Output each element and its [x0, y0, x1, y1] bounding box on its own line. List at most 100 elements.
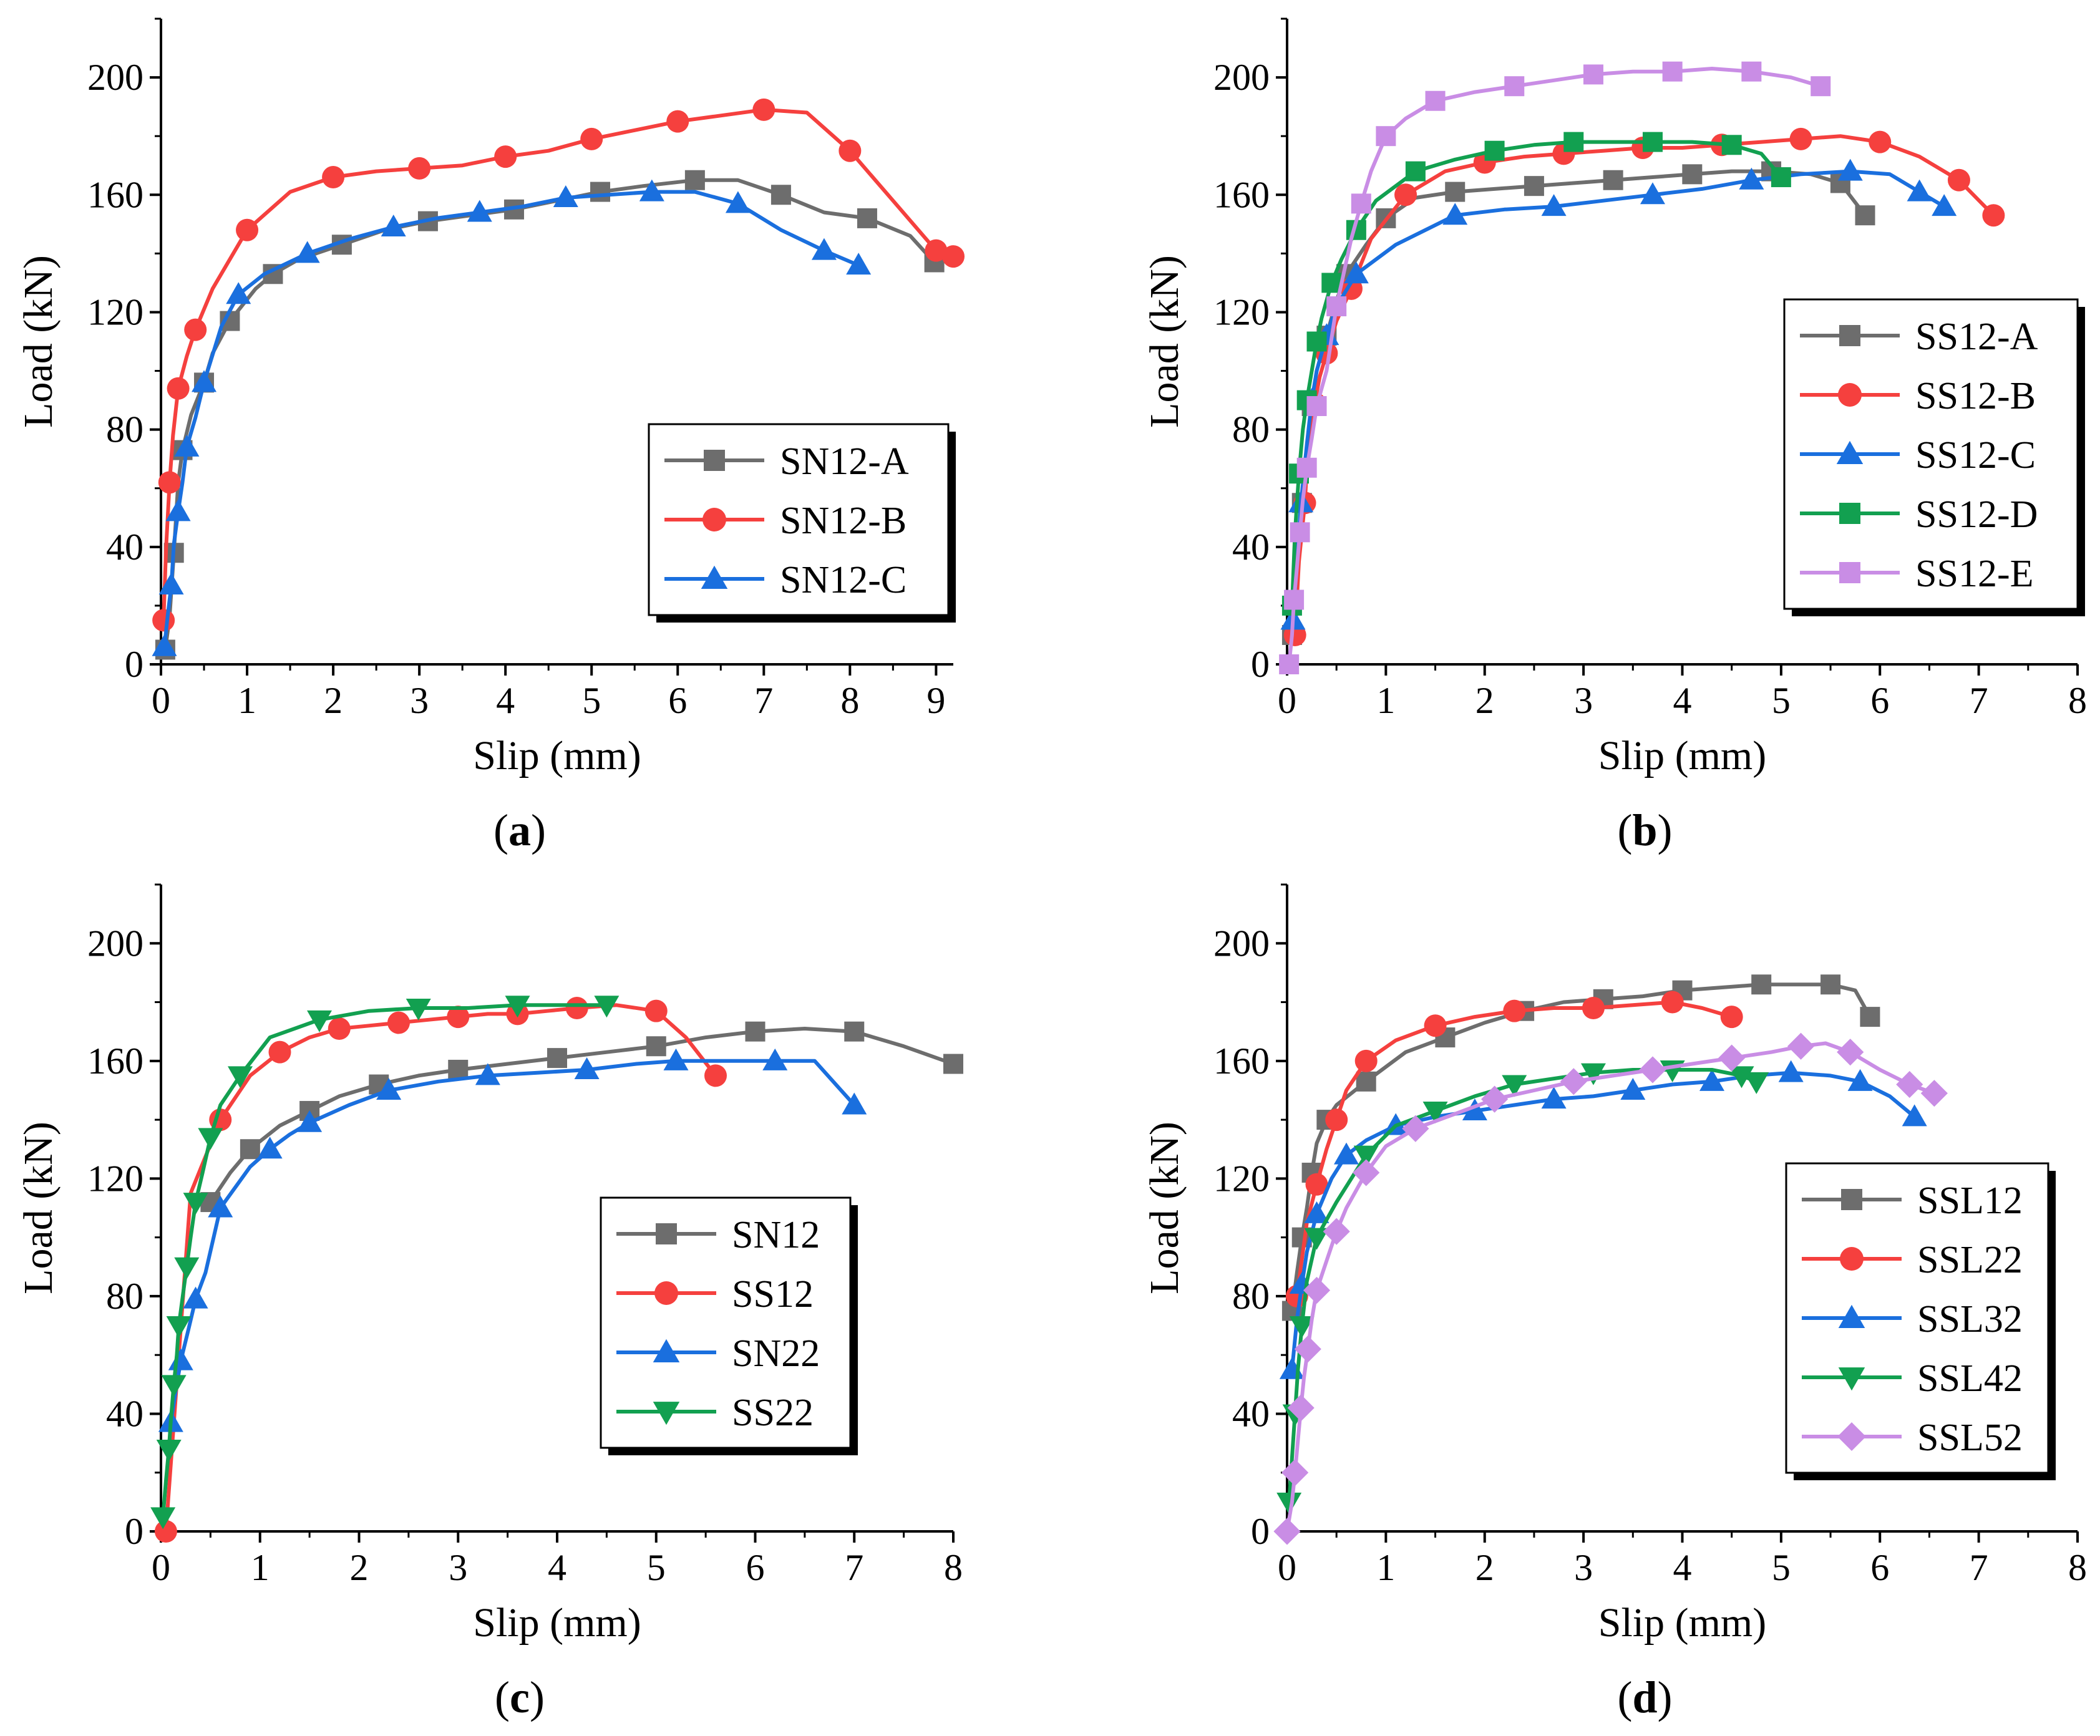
data-point-ss12-d: [1721, 135, 1742, 155]
data-point-sn12: [240, 1139, 260, 1160]
data-point-sn12-c: [811, 238, 837, 260]
data-point-ss12-c: [1739, 167, 1764, 190]
data-point-ss22: [505, 996, 530, 1018]
caption-paren-close: ): [1658, 805, 1673, 855]
data-point-ss12-d: [1306, 331, 1327, 352]
x-tick-label: 1: [251, 1547, 270, 1588]
y-tick-label: 80: [106, 1276, 143, 1317]
data-point-sn12-c: [846, 253, 872, 275]
legend-marker: [1841, 1189, 1862, 1210]
x-tick-label: 4: [496, 680, 515, 721]
data-point-ssl52: [1303, 1276, 1331, 1304]
data-point-sn12-b: [236, 218, 259, 241]
data-point-ss12: [565, 996, 588, 1019]
legend-label: SN22: [732, 1332, 820, 1375]
legend-label: SS12-E: [1915, 553, 2033, 595]
x-tick-label: 8: [840, 680, 859, 721]
data-point-ss12-b: [1982, 204, 2005, 227]
x-tick-label: 5: [1772, 1547, 1791, 1588]
y-tick-label: 120: [87, 291, 143, 332]
data-point-ssl52: [1480, 1085, 1509, 1113]
legend-marker: [704, 450, 725, 471]
data-point-ssl12: [1751, 974, 1772, 995]
data-point-ssl42: [1744, 1072, 1769, 1094]
data-point-sn12-b: [494, 145, 517, 168]
y-tick-label: 200: [1213, 923, 1270, 964]
legend-marker: [1836, 440, 1864, 464]
series-line-sn22: [168, 1059, 856, 1423]
data-point-sn12-c: [158, 572, 184, 594]
data-point-sn12-c: [165, 499, 191, 521]
data-point-sn12-a: [684, 170, 705, 190]
data-point-ssl42: [1353, 1145, 1379, 1168]
data-point-sn12-c: [639, 179, 664, 201]
x-tick-label: 5: [647, 1547, 666, 1588]
data-point-ssl52: [1281, 1459, 1309, 1486]
data-point-ss12: [268, 1040, 291, 1064]
legend-label: SS12-D: [1915, 493, 2038, 536]
legend-label: SS12-B: [1915, 375, 2036, 417]
y-tick-label: 200: [87, 923, 143, 964]
x-tick-label: 0: [152, 1547, 170, 1588]
x-tick-label: 6: [1870, 1547, 1889, 1588]
data-point-sn12-c: [152, 634, 177, 656]
panel-caption: (d): [1617, 1672, 1672, 1722]
y-axis-label: Load (kN): [16, 1122, 61, 1294]
data-point-ss12-e: [1296, 457, 1317, 478]
caption-paren-open: (: [493, 805, 508, 855]
data-point-sn12-b: [158, 471, 181, 494]
data-point-sn12-a: [590, 182, 611, 202]
data-point-sn12-b: [167, 377, 190, 400]
y-tick-label: 40: [1232, 1393, 1270, 1434]
caption-paren-open: (: [495, 1672, 510, 1722]
legend-label: SSL52: [1917, 1417, 2023, 1459]
y-tick-label: 40: [106, 1393, 143, 1434]
legend-label: SS12-A: [1915, 316, 2038, 358]
caption-letter: c: [510, 1672, 530, 1722]
data-point-ss22: [174, 1257, 200, 1279]
data-point-ss12: [154, 1520, 177, 1543]
data-point-sn12: [547, 1048, 567, 1069]
caption-paren-close: ): [531, 805, 546, 855]
legend-marker: [701, 565, 728, 589]
y-tick-label: 40: [1232, 526, 1270, 568]
caption-letter: b: [1632, 805, 1657, 855]
y-tick-label: 160: [87, 174, 143, 215]
data-point-ss12-e: [1279, 654, 1300, 674]
data-point-ss22: [228, 1066, 253, 1089]
legend-marker: [1838, 1304, 1865, 1328]
data-point-ss12-e: [1662, 61, 1683, 82]
data-point-ssl52: [1639, 1056, 1666, 1084]
y-tick-label: 120: [87, 1158, 143, 1199]
data-point-ss12: [328, 1017, 351, 1040]
series-line-ss22: [161, 1003, 607, 1517]
data-point-ssl32: [1304, 1201, 1330, 1223]
data-point-sn12-b: [925, 239, 948, 262]
data-point-ss12-b: [1947, 168, 1970, 192]
data-point-sn12-c: [226, 282, 251, 304]
data-point-sn22: [663, 1048, 689, 1070]
legend-marker: [1838, 1367, 1865, 1391]
legend-label: SN12-A: [780, 440, 909, 483]
legend-marker: [702, 508, 726, 531]
x-tick-label: 7: [1970, 680, 1988, 721]
data-point-ssl22: [1424, 1014, 1447, 1037]
series-line-sn12: [208, 1027, 955, 1203]
data-point-sn12-a: [857, 208, 877, 228]
data-point-sn12-c: [553, 185, 578, 207]
caption-paren-open: (: [1617, 1672, 1632, 1722]
caption-paren-close: ): [1658, 1672, 1673, 1722]
data-point-ssl22: [1325, 1108, 1348, 1132]
x-axis-label: Slip (mm): [473, 733, 641, 778]
legend-label: SSL22: [1917, 1239, 2023, 1281]
x-tick-label: 6: [1870, 680, 1889, 721]
data-point-ss12-d: [1405, 161, 1426, 182]
x-tick-label: 5: [1772, 680, 1791, 721]
x-tick-label: 1: [1376, 680, 1395, 721]
data-point-sn12: [745, 1021, 766, 1042]
x-axis-label: Slip (mm): [473, 1600, 641, 1646]
data-point-sn22: [168, 1348, 193, 1370]
data-point-ssl22: [1661, 991, 1684, 1014]
x-tick-label: 8: [2068, 1547, 2087, 1588]
legend-label: SS12-C: [1915, 434, 2036, 477]
